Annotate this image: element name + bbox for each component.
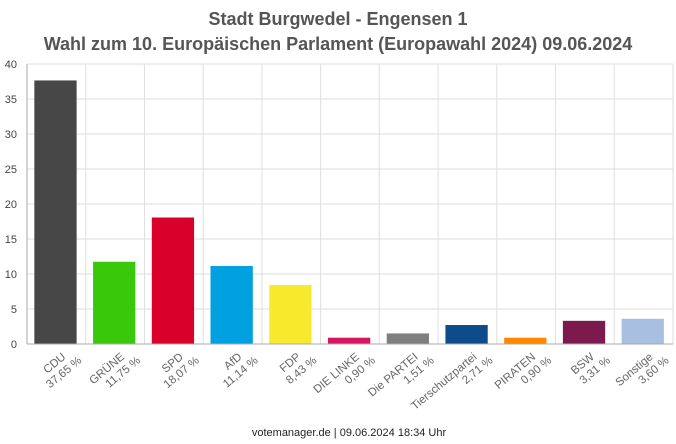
y-tick-label: 40 xyxy=(5,59,17,71)
bar-tierschutzpartei xyxy=(445,325,488,344)
grid xyxy=(26,63,674,345)
bars xyxy=(34,80,664,344)
bar-afd xyxy=(210,266,253,344)
bar-fdp xyxy=(269,284,312,344)
bar-piraten xyxy=(504,337,547,344)
axes xyxy=(26,64,673,345)
y-tick-label: 5 xyxy=(11,304,17,316)
y-tick-label: 30 xyxy=(5,129,17,141)
chart-subtitle: Wahl zum 10. Europäischen Parlament (Eur… xyxy=(44,34,633,54)
footer-source: votemanager.de | 09.06.2024 18:34 Uhr xyxy=(252,427,447,439)
bar-sonstige xyxy=(621,318,664,344)
bar-gr-ne xyxy=(93,261,136,344)
y-tick-label: 15 xyxy=(5,234,17,246)
y-tick-label: 20 xyxy=(5,199,17,211)
bar-die-partei xyxy=(386,333,429,344)
bar-die-linke xyxy=(327,337,371,344)
chart-title: Stadt Burgwedel - Engensen 1 xyxy=(208,9,467,29)
y-tick-label: 25 xyxy=(5,164,17,176)
bar-cdu xyxy=(34,80,77,344)
bar-bsw xyxy=(562,320,606,344)
y-tick-label: 10 xyxy=(5,269,17,281)
y-axis-labels: 0 5 10 15 20 25 30 35 40 xyxy=(5,59,17,351)
y-tick-label: 0 xyxy=(11,339,17,351)
y-tick-label: 35 xyxy=(5,94,17,106)
bar-spd xyxy=(151,217,195,344)
